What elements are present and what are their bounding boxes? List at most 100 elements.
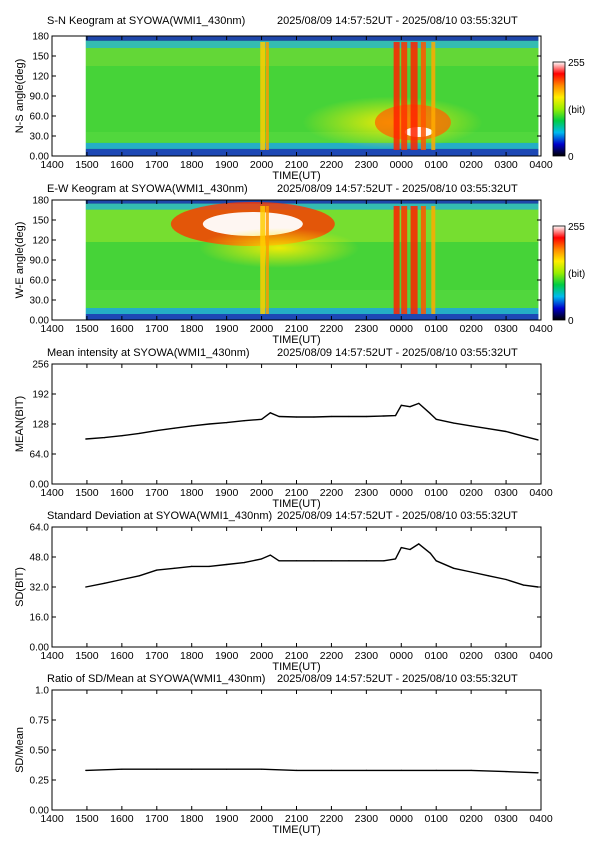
colorbar-max-label: 255: [568, 222, 585, 233]
data-point: [156, 768, 158, 770]
data-point: [295, 416, 298, 418]
x-tick-label: 1600: [110, 323, 134, 335]
x-tick-label: 2200: [320, 323, 344, 335]
x-axis-label: TIME(UT): [272, 334, 320, 346]
data-point: [409, 548, 411, 551]
keogram-vertical-band: [265, 42, 269, 150]
y-tick-label: 180: [32, 196, 49, 207]
colorbar-min-label: 0: [568, 316, 574, 327]
data-point: [470, 425, 472, 427]
data-point: [365, 415, 367, 418]
data-point: [409, 406, 411, 408]
keogram-vertical-band: [401, 42, 408, 150]
x-tick-label: 2300: [355, 487, 379, 499]
x-tick-label: 0400: [529, 813, 553, 825]
colorbar: [552, 225, 566, 321]
plot-frame: [51, 363, 542, 485]
y-tick-label: 180: [32, 32, 49, 43]
keogram-vertical-band: [420, 42, 426, 150]
y-tick-label: 48.0: [30, 553, 50, 564]
data-point: [365, 769, 367, 772]
colorbar-unit-label: (bit): [568, 269, 585, 280]
data-point: [313, 416, 315, 418]
data-point: [191, 565, 193, 567]
time-range: 2025/08/09 14:57:52UT - 2025/08/10 03:55…: [277, 347, 518, 359]
data-point: [121, 768, 123, 770]
x-tick-label: 0000: [390, 813, 414, 825]
data-point: [537, 772, 539, 774]
x-axis-label: TIME(UT): [272, 170, 320, 182]
x-tick-label: 1500: [75, 813, 99, 825]
x-tick-label: 2200: [320, 487, 344, 499]
panel-title: Mean intensity at SYOWA(WMI1_430nm): [47, 347, 250, 359]
y-tick-label: 0.00: [30, 152, 50, 163]
y-tick-label: 256: [32, 360, 49, 371]
data-point: [429, 552, 431, 554]
keogram-band: [85, 36, 539, 41]
data-point: [394, 558, 397, 560]
x-tick-label: 1700: [145, 487, 169, 499]
time-range: 2025/08/09 14:57:52UT - 2025/08/10 03:55…: [277, 673, 518, 685]
no-data-region: [52, 36, 86, 156]
data-point: [418, 543, 420, 545]
x-tick-label: 0000: [390, 323, 414, 335]
y-tick-label: 30.0: [30, 296, 50, 307]
panel-title: Ratio of SD/Mean at SYOWA(WMI1_430nm): [47, 673, 265, 685]
y-tick-label: 120: [32, 236, 49, 247]
y-tick-label: 0.50: [30, 746, 50, 757]
y-tick-label: 0.25: [30, 776, 50, 787]
panel-title: E-W Keogram at SYOWA(WMI1_430nm): [47, 183, 248, 195]
data-point: [522, 584, 525, 586]
data-point: [260, 558, 263, 560]
x-tick-label: 2300: [355, 323, 379, 335]
data-point: [191, 425, 193, 427]
x-tick-label: 1900: [215, 323, 239, 335]
x-tick-label: 2200: [320, 813, 344, 825]
y-tick-label: 0.00: [30, 316, 50, 327]
data-point: [85, 438, 87, 440]
x-tick-label: 1700: [145, 323, 169, 335]
x-tick-label: 0200: [459, 813, 483, 825]
data-point: [488, 428, 490, 430]
x-tick-label: 1800: [180, 159, 204, 171]
y-tick-label: 30.0: [30, 132, 50, 143]
plot-frame: [51, 526, 542, 648]
keogram-vertical-band: [431, 42, 436, 150]
data-point: [269, 554, 271, 556]
x-tick-label: 1800: [180, 487, 204, 499]
data-point: [260, 768, 263, 770]
x-tick-label: 2000: [250, 487, 274, 499]
x-tick-label: 0100: [425, 487, 449, 499]
x-tick-label: 2300: [355, 813, 379, 825]
x-tick-label: 0300: [494, 323, 518, 335]
colorbar-min-label: 0: [568, 152, 574, 163]
keogram-vertical-band: [393, 206, 400, 314]
x-tick-label: 2100: [285, 323, 309, 335]
x-tick-label: 1400: [40, 813, 64, 825]
data-point: [208, 423, 210, 425]
data-point: [260, 418, 263, 420]
keogram-band: [85, 314, 539, 320]
series-line: [85, 402, 539, 441]
x-tick-label: 1400: [40, 650, 64, 662]
data-point: [243, 562, 245, 564]
x-tick-label: 2200: [320, 159, 344, 171]
data-point: [121, 435, 123, 437]
keogram-vertical-band: [431, 206, 436, 314]
x-tick-label: 2000: [250, 159, 274, 171]
keogram-vertical-band: [420, 206, 426, 314]
data-point: [522, 435, 525, 437]
x-tick-label: 1600: [110, 650, 134, 662]
data-point: [208, 565, 210, 567]
y-axis-label: W-E angle(deg): [14, 222, 26, 299]
x-tick-label: 0400: [529, 650, 553, 662]
keogram-band: [85, 142, 539, 149]
keogram-vertical-band: [410, 42, 418, 150]
data-point: [295, 769, 298, 772]
x-tick-label: 0300: [494, 650, 518, 662]
x-tick-label: 1800: [180, 323, 204, 335]
x-tick-label: 0000: [390, 650, 414, 662]
y-tick-label: 1.0: [35, 686, 49, 697]
data-point: [156, 569, 158, 571]
data-point: [470, 571, 472, 573]
